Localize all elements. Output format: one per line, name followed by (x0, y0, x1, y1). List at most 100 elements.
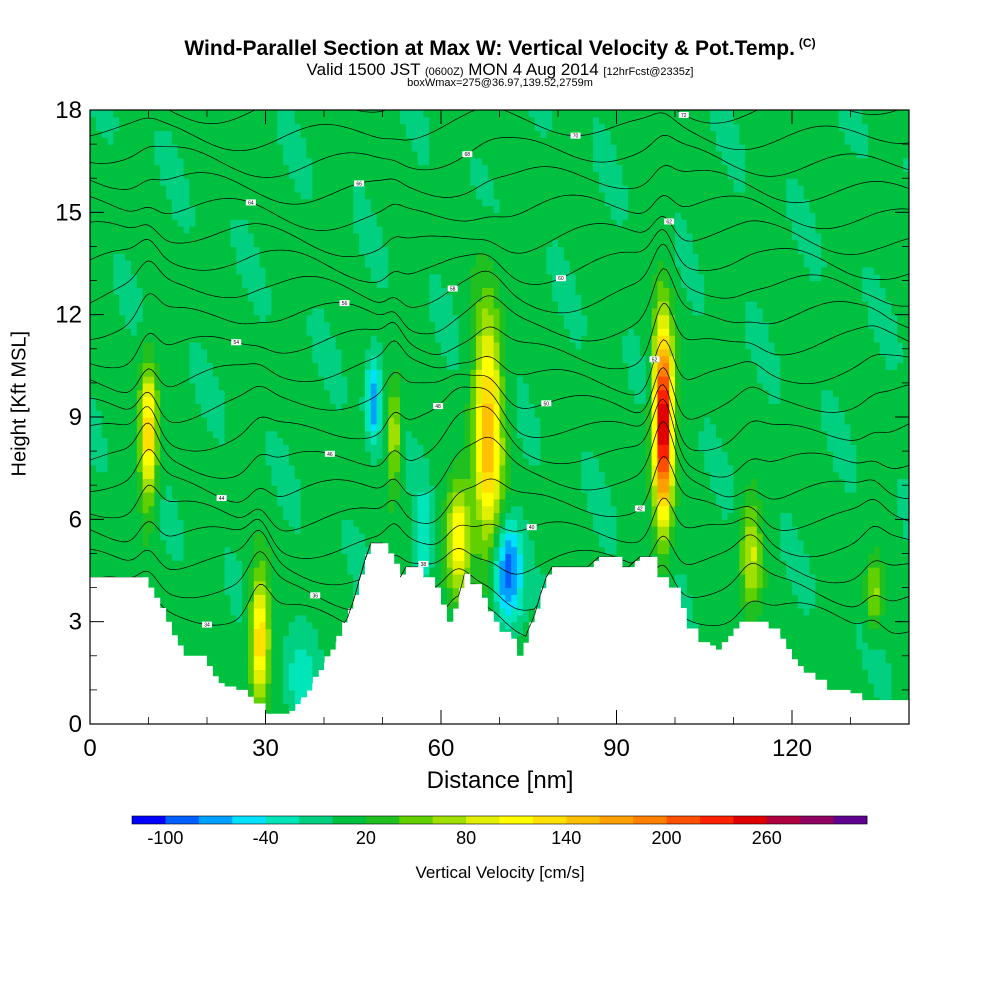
velocity-cell (405, 266, 413, 275)
velocity-cell (271, 157, 278, 166)
velocity-cell (464, 273, 471, 282)
velocity-cell (171, 594, 179, 602)
velocity-cell (446, 355, 454, 364)
velocity-cell (247, 280, 255, 288)
velocity-cell (148, 280, 155, 288)
velocity-cell (370, 110, 378, 118)
velocity-cell (166, 601, 173, 609)
velocity-cell (294, 608, 302, 616)
velocity-cell (247, 355, 255, 364)
velocity-cell (394, 539, 401, 548)
velocity-cell (212, 423, 220, 432)
velocity-cell (329, 573, 337, 582)
velocity-cell (370, 273, 378, 282)
velocity-cell (195, 587, 202, 595)
velocity-cell (166, 246, 173, 254)
valid-label: Valid 1500 JST (306, 60, 421, 79)
velocity-cell (136, 519, 144, 527)
velocity-cell (207, 307, 214, 316)
velocity-cell (394, 355, 401, 364)
velocity-cell (283, 389, 290, 398)
velocity-cell (446, 219, 454, 227)
velocity-cell (95, 492, 103, 500)
velocity-cell (335, 498, 343, 507)
velocity-cell (183, 471, 191, 479)
velocity-cell (446, 396, 454, 404)
velocity-cell (464, 410, 471, 418)
velocity-cell (95, 260, 103, 268)
velocity-cell (388, 273, 395, 282)
velocity-cell (195, 608, 202, 616)
velocity-cell (183, 137, 191, 145)
velocity-cell (388, 396, 395, 404)
velocity-cell (107, 382, 114, 391)
velocity-cell (429, 198, 436, 207)
velocity-cell (154, 178, 161, 186)
velocity-cell (130, 396, 138, 404)
velocity-cell (376, 328, 384, 336)
velocity-cell (183, 341, 191, 350)
velocity-cell (242, 580, 249, 589)
velocity-cell (329, 198, 337, 207)
velocity-cell (277, 301, 284, 309)
velocity-cell (312, 471, 319, 479)
velocity-cell (247, 376, 255, 384)
velocity-cell (242, 123, 249, 132)
velocity-cell (236, 287, 243, 295)
velocity-cell (394, 144, 401, 152)
velocity-cell (283, 185, 290, 193)
velocity-cell (90, 157, 97, 166)
velocity-cell (464, 321, 471, 329)
velocity-cell (189, 348, 196, 357)
velocity-cell (405, 260, 413, 268)
velocity-cell (411, 560, 419, 568)
velocity-cell (130, 191, 138, 200)
velocity-cell (411, 178, 419, 186)
velocity-cell (376, 307, 384, 316)
velocity-cell (125, 457, 132, 466)
velocity-cell (359, 137, 366, 145)
velocity-cell (189, 171, 196, 179)
velocity-cell (183, 157, 191, 166)
velocity-cell (312, 294, 319, 302)
velocity-cell (359, 260, 366, 268)
velocity-cell (329, 144, 337, 152)
velocity-cell (119, 471, 126, 479)
velocity-cell (446, 116, 454, 125)
velocity-cell (452, 171, 460, 179)
velocity-cell (136, 294, 144, 302)
velocity-cell (207, 587, 214, 595)
velocity-cell (107, 246, 114, 254)
velocity-cell (125, 485, 132, 493)
velocity-cell (318, 573, 325, 582)
velocity-cell (207, 485, 214, 493)
velocity-cell (446, 301, 454, 309)
velocity-cell (359, 382, 366, 391)
velocity-cell (464, 335, 471, 343)
velocity-cell (113, 321, 120, 329)
velocity-cell (154, 116, 161, 125)
velocity-cell (265, 485, 272, 493)
velocity-cell (119, 314, 126, 323)
velocity-cell (294, 287, 302, 295)
velocity-cell (119, 164, 126, 172)
velocity-cell (236, 437, 243, 445)
velocity-cell (370, 505, 378, 514)
velocity-cell (207, 608, 214, 616)
velocity-cell (101, 239, 109, 248)
velocity-cell (95, 253, 103, 261)
velocity-cell (364, 225, 372, 234)
velocity-cell (464, 185, 471, 193)
velocity-cell (300, 683, 308, 691)
velocity-cell (294, 376, 302, 384)
velocity-cell (125, 205, 132, 213)
velocity-cell (142, 498, 150, 507)
velocity-cell (312, 587, 319, 595)
velocity-cell (353, 389, 360, 398)
velocity-cell (212, 444, 220, 452)
velocity-cell (452, 437, 460, 445)
velocity-cell (90, 110, 97, 118)
velocity-cell (125, 532, 132, 541)
velocity-cell (300, 648, 308, 657)
velocity-cell (101, 567, 109, 575)
